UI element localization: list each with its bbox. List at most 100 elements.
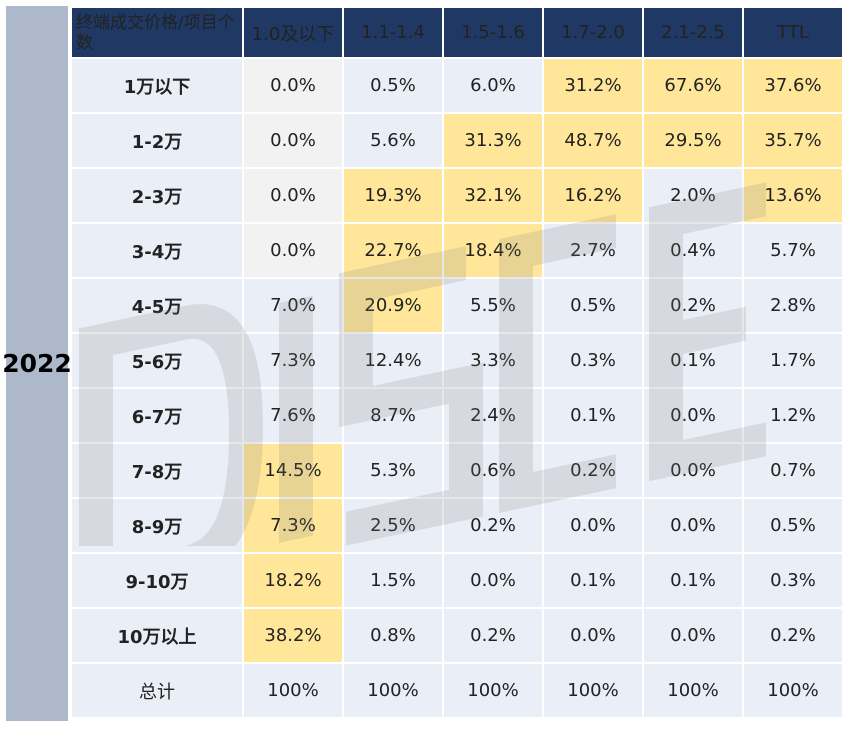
table-row: 4-5万 7.0% 20.9% 5.5% 0.5% 0.2% 2.8%: [72, 279, 842, 332]
table-cell: 0.2%: [644, 279, 742, 332]
table-cell: 12.4%: [344, 334, 442, 387]
table-cell: 0.0%: [644, 499, 742, 552]
table-cell: 13.6%: [744, 169, 842, 222]
table-cell: 5.3%: [344, 444, 442, 497]
table-cell: 2.7%: [544, 224, 642, 277]
table-cell: 0.8%: [344, 609, 442, 662]
table-cell: 0.1%: [644, 334, 742, 387]
table-cell: 0.7%: [744, 444, 842, 497]
table-row: 1-2万 0.0% 5.6% 31.3% 48.7% 29.5% 35.7%: [72, 114, 842, 167]
table-cell: 7.3%: [244, 499, 342, 552]
table-cell: 0.5%: [544, 279, 642, 332]
header-col: TTL: [744, 8, 842, 57]
row-label: 4-5万: [72, 279, 242, 332]
table-cell: 22.7%: [344, 224, 442, 277]
table-cell: 5.6%: [344, 114, 442, 167]
table-cell: 2.8%: [744, 279, 842, 332]
row-label: 1万以下: [72, 59, 242, 112]
header-row: 终端成交价格/项目个数 1.0及以下 1.1-1.4 1.5-1.6 1.7-2…: [72, 8, 842, 57]
header-col: 1.5-1.6: [444, 8, 542, 57]
data-table-frame: 2022 终端成交价格/项目个数 1.0及以下 1.1-1.4 1.5-1.6 …: [2, 6, 851, 721]
table-cell: 100%: [444, 664, 542, 717]
table-cell: 100%: [344, 664, 442, 717]
table-cell: 2.5%: [344, 499, 442, 552]
table-cell: 0.0%: [544, 499, 642, 552]
table-cell: 18.2%: [244, 554, 342, 607]
table-cell: 0.3%: [744, 554, 842, 607]
table-cell: 5.5%: [444, 279, 542, 332]
row-label: 7-8万: [72, 444, 242, 497]
table-cell: 0.0%: [644, 609, 742, 662]
table-cell: 31.2%: [544, 59, 642, 112]
table-cell: 100%: [244, 664, 342, 717]
table-cell: 38.2%: [244, 609, 342, 662]
header-col: 1.0及以下: [244, 8, 342, 57]
table-row: 7-8万 14.5% 5.3% 0.6% 0.2% 0.0% 0.7%: [72, 444, 842, 497]
table-cell: 0.0%: [244, 169, 342, 222]
table-cell: 0.6%: [444, 444, 542, 497]
table-cell: 0.0%: [244, 114, 342, 167]
table-cell: 0.5%: [344, 59, 442, 112]
table-row: 5-6万 7.3% 12.4% 3.3% 0.3% 0.1% 1.7%: [72, 334, 842, 387]
row-label: 9-10万: [72, 554, 242, 607]
row-label: 2-3万: [72, 169, 242, 222]
table-cell: 0.2%: [744, 609, 842, 662]
row-label: 6-7万: [72, 389, 242, 442]
table-cell: 2.0%: [644, 169, 742, 222]
table-cell: 0.5%: [744, 499, 842, 552]
table-cell: 7.6%: [244, 389, 342, 442]
table-cell: 6.0%: [444, 59, 542, 112]
table-cell: 14.5%: [244, 444, 342, 497]
table-cell: 0.0%: [444, 554, 542, 607]
table-row: 3-4万 0.0% 22.7% 18.4% 2.7% 0.4% 5.7%: [72, 224, 842, 277]
table-cell: 16.2%: [544, 169, 642, 222]
table-cell: 1.5%: [344, 554, 442, 607]
row-label: 3-4万: [72, 224, 242, 277]
table-cell: 67.6%: [644, 59, 742, 112]
table-cell: 20.9%: [344, 279, 442, 332]
row-label: 1-2万: [72, 114, 242, 167]
table-cell: 100%: [544, 664, 642, 717]
table-cell: 1.2%: [744, 389, 842, 442]
table-cell: 1.7%: [744, 334, 842, 387]
year-label: 2022: [2, 6, 72, 721]
table-cell: 0.0%: [644, 389, 742, 442]
table-cell: 100%: [644, 664, 742, 717]
table-row: 总计 100% 100% 100% 100% 100% 100%: [72, 664, 842, 717]
table-cell: 7.3%: [244, 334, 342, 387]
row-label: 10万以上: [72, 609, 242, 662]
table-cell: 0.2%: [444, 609, 542, 662]
table-cell: 32.1%: [444, 169, 542, 222]
table-cell: 18.4%: [444, 224, 542, 277]
table-cell: 0.1%: [644, 554, 742, 607]
table-cell: 3.3%: [444, 334, 542, 387]
table-cell: 0.3%: [544, 334, 642, 387]
table-row: 10万以上 38.2% 0.8% 0.2% 0.0% 0.0% 0.2%: [72, 609, 842, 662]
table-cell: 0.0%: [544, 609, 642, 662]
table-cell: 0.0%: [644, 444, 742, 497]
table-row: 1万以下 0.0% 0.5% 6.0% 31.2% 67.6% 37.6%: [72, 59, 842, 112]
table-cell: 0.4%: [644, 224, 742, 277]
table-cell: 35.7%: [744, 114, 842, 167]
row-label: 8-9万: [72, 499, 242, 552]
table-cell: 0.1%: [544, 389, 642, 442]
table-row: 9-10万 18.2% 1.5% 0.0% 0.1% 0.1% 0.3%: [72, 554, 842, 607]
table-cell: 0.0%: [244, 59, 342, 112]
table-cell: 100%: [744, 664, 842, 717]
table-cell: 48.7%: [544, 114, 642, 167]
table-cell: 5.7%: [744, 224, 842, 277]
table-row: 8-9万 7.3% 2.5% 0.2% 0.0% 0.0% 0.5%: [72, 499, 842, 552]
header-col: 1.1-1.4: [344, 8, 442, 57]
table-cell: 19.3%: [344, 169, 442, 222]
table-cell: 7.0%: [244, 279, 342, 332]
table-cell: 0.2%: [544, 444, 642, 497]
table-row: 2-3万 0.0% 19.3% 32.1% 16.2% 2.0% 13.6%: [72, 169, 842, 222]
price-distribution-table: 终端成交价格/项目个数 1.0及以下 1.1-1.4 1.5-1.6 1.7-2…: [70, 6, 844, 719]
table-cell: 31.3%: [444, 114, 542, 167]
table-row: 6-7万 7.6% 8.7% 2.4% 0.1% 0.0% 1.2%: [72, 389, 842, 442]
header-col: 1.7-2.0: [544, 8, 642, 57]
table-cell: 0.2%: [444, 499, 542, 552]
table-cell: 29.5%: [644, 114, 742, 167]
header-col: 2.1-2.5: [644, 8, 742, 57]
table-cell: 0.1%: [544, 554, 642, 607]
